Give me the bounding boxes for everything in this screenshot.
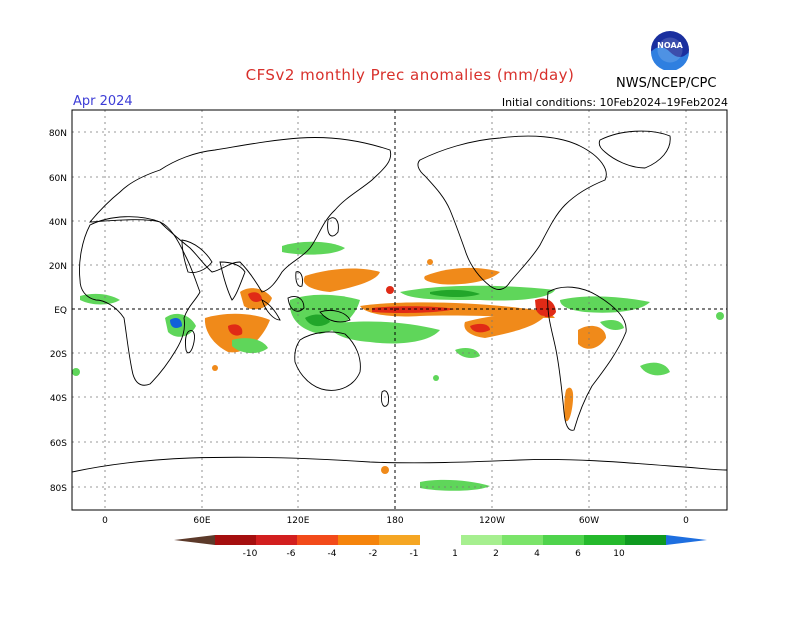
lon-label: 0 <box>683 516 689 526</box>
lat-label: 80S <box>50 484 67 494</box>
noaa-logo-icon: NOAA <box>651 31 689 70</box>
colorbar-label: -2 <box>369 549 378 559</box>
lon-label: 120E <box>287 516 310 526</box>
colorbar-segment <box>174 535 215 545</box>
coast-arabia <box>181 239 213 273</box>
wet-anomaly-indian-south <box>232 338 268 354</box>
coast-south-america <box>547 286 627 431</box>
lat-label: 60N <box>49 174 67 184</box>
coast-new-zealand <box>381 390 389 407</box>
dry-anomaly-pacific-core <box>372 306 455 313</box>
wet-anomaly-south-pacific <box>330 321 440 344</box>
colorbar-segment <box>215 535 256 545</box>
dry-anomaly-colombia <box>535 298 556 318</box>
lon-label: 60E <box>193 516 210 526</box>
wet-anomaly-pacific-nw <box>282 241 345 255</box>
wet-anomaly-east-africa-core <box>170 318 182 328</box>
lon-label: 120W <box>479 516 505 526</box>
forecast-month: Apr 2024 <box>73 94 133 109</box>
lat-label: 20S <box>50 350 67 360</box>
colorbar-segment <box>461 535 502 545</box>
coast-philippines <box>295 271 303 287</box>
lat-label: 80N <box>49 129 67 139</box>
colorbar-label: 2 <box>493 549 499 559</box>
colorbar-label: 4 <box>534 549 540 559</box>
dry-anomaly-spot <box>386 286 394 294</box>
colorbar-segment <box>379 535 420 545</box>
colorbar-segment <box>666 535 707 545</box>
coast-africa <box>79 216 201 386</box>
coast-australia <box>294 331 361 391</box>
longitude-labels: 0 60E 120E 180 120W 60W 0 <box>102 516 689 526</box>
logo-text: NOAA <box>657 41 683 50</box>
coast-borneo <box>287 296 305 312</box>
wet-anomaly-west-africa <box>80 293 120 305</box>
agency-label: NWS/NCEP/CPC <box>616 76 717 91</box>
coast-new-guinea <box>319 309 351 323</box>
coast-madagascar <box>184 330 195 354</box>
graticule <box>72 110 727 510</box>
wet-anomaly-antarctic-sea <box>420 479 490 491</box>
coastlines <box>72 130 727 473</box>
map-frame <box>71 109 728 511</box>
colorbar-segment <box>420 535 461 545</box>
colorbar-label: -4 <box>328 549 337 559</box>
coast-antarctica <box>72 456 727 473</box>
dry-anomaly-north-pacific-west <box>303 268 380 292</box>
colorbar-segment <box>543 535 584 545</box>
dry-anomaly-se-pacific-core <box>470 323 490 333</box>
dry-anomaly-chile <box>564 387 574 422</box>
colorbar-segment <box>256 535 297 545</box>
colorbar-label: 10 <box>613 549 625 559</box>
coast-north-america <box>417 135 607 290</box>
lat-label: EQ <box>54 306 67 316</box>
lon-label: 180 <box>386 516 403 526</box>
colorbar-label: 1 <box>452 549 458 559</box>
wet-anomaly-amazon <box>560 296 650 313</box>
lat-label: 40N <box>49 218 67 228</box>
latitude-labels: 80N 60N 40N 20N EQ 20S 40S 60S 80S <box>49 129 67 494</box>
colorbar-label: -1 <box>410 549 419 559</box>
wet-anomaly-itcz-core <box>430 289 480 297</box>
colorbar-segment <box>625 535 666 545</box>
coast-india <box>219 261 246 301</box>
lon-label: 0 <box>102 516 108 526</box>
wet-anomaly-indonesia-core <box>305 314 330 327</box>
coast-greenland <box>598 130 671 169</box>
anomaly-field <box>72 241 724 491</box>
dry-anomaly-brazil <box>578 325 606 349</box>
colorbar-label: 6 <box>575 549 581 559</box>
dry-anomaly-indian-core <box>228 324 243 336</box>
colorbar-segment <box>584 535 625 545</box>
dry-anomaly-north-pacific-east <box>424 267 500 285</box>
lat-label: 60S <box>50 439 67 449</box>
lat-label: 40S <box>50 394 67 404</box>
dry-anomaly-bay-core <box>248 292 262 302</box>
wet-anomaly-atlantic <box>600 320 624 330</box>
wet-anomaly-sw-pacific <box>455 348 480 358</box>
coast-japan <box>327 217 339 237</box>
colorbar-label: -6 <box>287 549 296 559</box>
colorbar: -10 -6 -4 -2 -1 1 2 4 6 10 <box>174 535 707 559</box>
dry-anomaly-se-pacific <box>464 314 545 338</box>
colorbar-segment <box>502 535 543 545</box>
lat-label: 20N <box>49 262 67 272</box>
chart-title: CFSv2 monthly Prec anomalies (mm/day) <box>245 66 575 84</box>
colorbar-label: -10 <box>243 549 258 559</box>
coast-eurasia <box>88 137 392 293</box>
lon-label: 60W <box>579 516 599 526</box>
wet-anomaly-south-atlantic <box>640 362 670 376</box>
initial-conditions: Initial conditions: 10Feb2024–19Feb2024 <box>501 96 728 109</box>
colorbar-segment <box>297 535 338 545</box>
colorbar-segment <box>338 535 379 545</box>
